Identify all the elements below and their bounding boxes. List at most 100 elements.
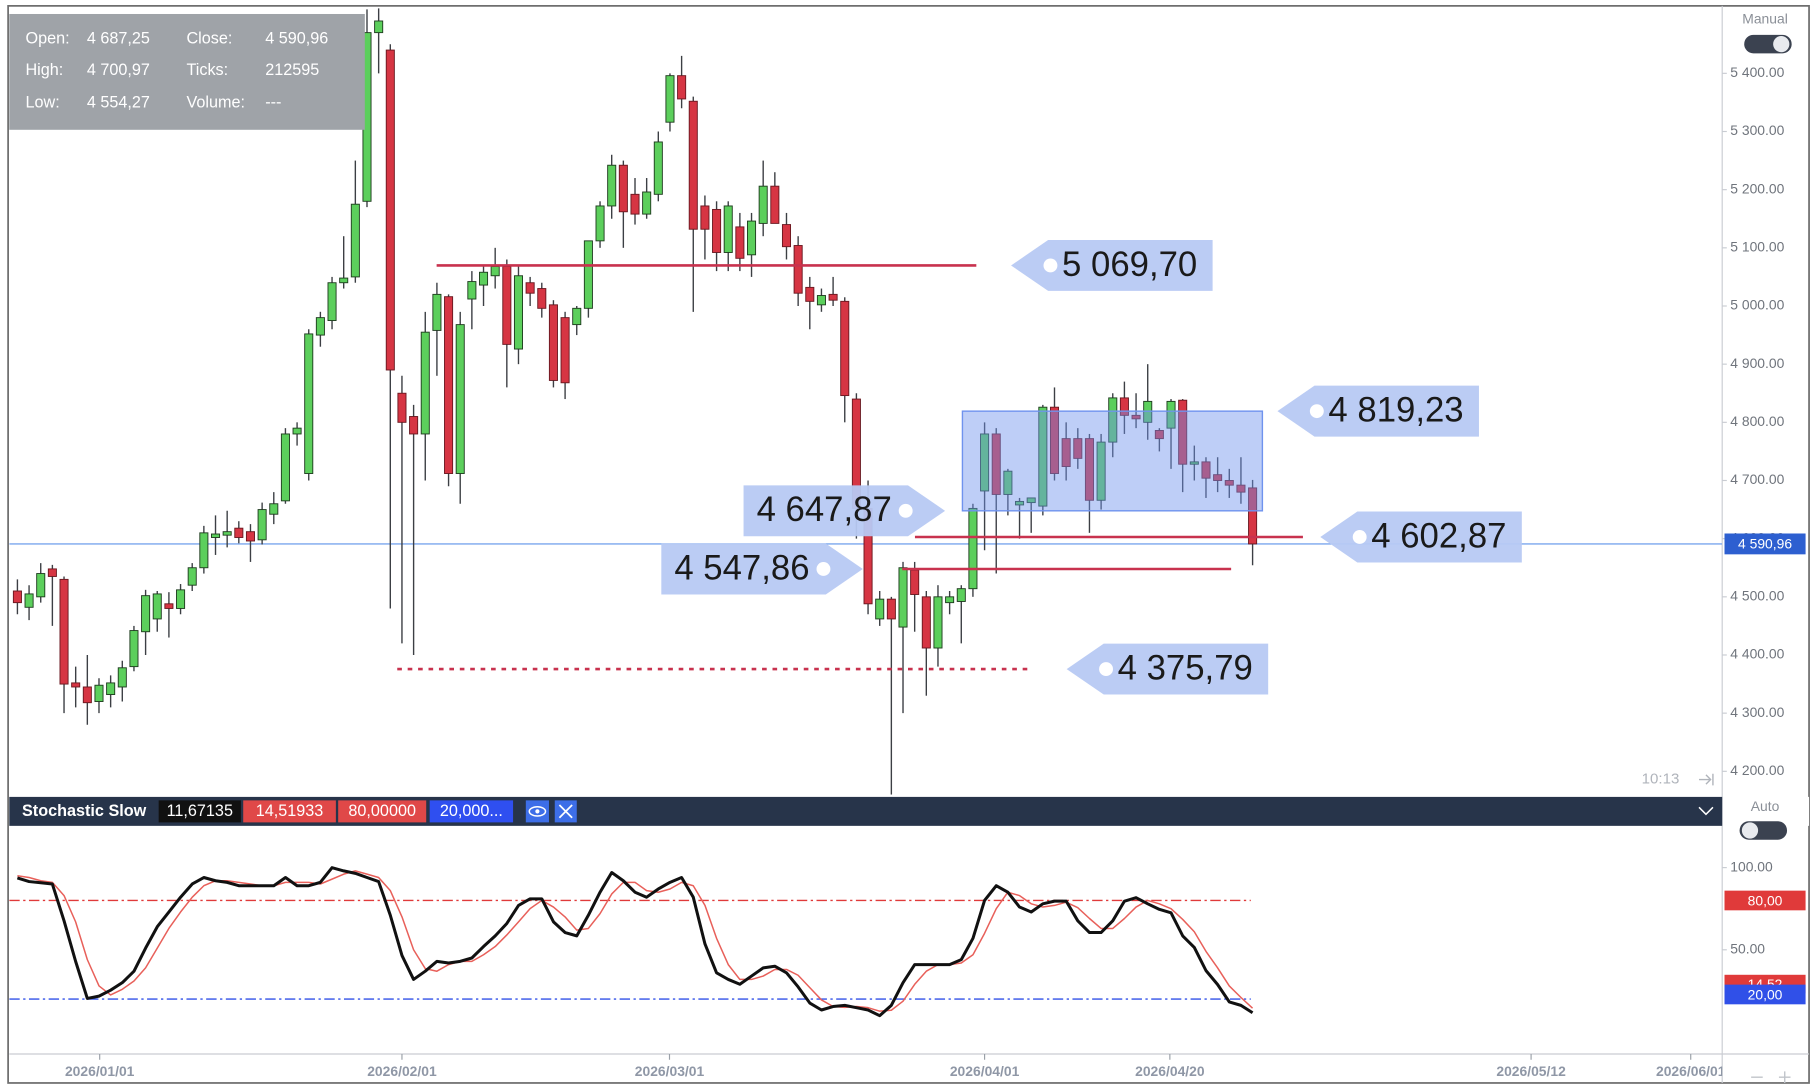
last-price-badge	[1724, 533, 1806, 555]
info-panel-bg	[9, 13, 365, 130]
y-tick-label: 4 700.00	[1730, 471, 1784, 487]
level-badge-label: 80,00	[1748, 892, 1783, 908]
indicator-value-box	[243, 800, 336, 823]
price-tag-label: 4 602,87	[1371, 517, 1506, 555]
candle-body	[327, 282, 337, 322]
candle-body	[1154, 430, 1164, 440]
toggle-knob	[1773, 35, 1790, 53]
candle-body	[572, 307, 582, 326]
price-tag	[1277, 385, 1479, 437]
candle-body	[1213, 474, 1223, 481]
candle-body	[618, 164, 628, 213]
y-tick-label: 4 500.00	[1730, 587, 1784, 603]
candle-body	[479, 271, 489, 286]
candle-body	[106, 682, 116, 696]
indicator-axis-head	[1723, 796, 1810, 826]
candle-body	[1201, 461, 1211, 479]
candle-body	[432, 293, 442, 331]
candle-body	[560, 317, 570, 384]
candle-body	[280, 433, 290, 502]
candle-body	[712, 208, 722, 253]
info-label: Volume:	[186, 93, 245, 111]
tag-handle	[1352, 530, 1367, 544]
candle-body	[770, 185, 780, 224]
candle-body	[1248, 487, 1258, 545]
tag-handle	[1309, 404, 1324, 419]
time-label: 10:13	[1642, 770, 1680, 787]
level-badge-label: 20,00	[1748, 986, 1783, 1002]
info-label: Low:	[25, 93, 59, 111]
candle-body	[816, 295, 826, 306]
y-tick-label: 5 300.00	[1730, 122, 1784, 138]
candle-body	[502, 265, 512, 345]
candle-body	[793, 245, 803, 294]
candle-body	[630, 193, 640, 215]
tag-handle	[1043, 258, 1058, 273]
candle-body	[210, 533, 221, 538]
candle-body	[525, 282, 535, 294]
indicator-title: Stochastic Slow	[22, 802, 147, 820]
y-tick-label: 4 900.00	[1730, 355, 1784, 371]
tag-handle	[1099, 662, 1113, 677]
candle-body	[59, 578, 69, 685]
info-value: 4 700,97	[87, 61, 150, 79]
candle-body	[1026, 497, 1036, 504]
candle-body	[385, 49, 395, 371]
price-tag-label: 4 547,86	[674, 549, 809, 587]
candle-body	[12, 590, 22, 604]
candle-body	[490, 265, 500, 277]
candle-body	[980, 433, 990, 492]
candle-body	[1073, 438, 1083, 459]
frame	[7, 5, 1810, 1084]
candle-body	[350, 203, 360, 278]
x-tick-label: 2026/04/01	[950, 1063, 1020, 1079]
collapse-icon[interactable]	[1698, 806, 1714, 816]
indicator-value-box	[158, 800, 241, 823]
y-tick-label: 5 400.00	[1730, 64, 1784, 80]
indicator-pane	[9, 866, 1254, 1018]
candle-body	[735, 226, 745, 259]
candle-body	[642, 191, 652, 215]
candle-body	[886, 598, 896, 620]
candle-body	[24, 593, 34, 608]
candle-body	[292, 427, 302, 435]
candle-body	[747, 220, 757, 256]
candle-body	[47, 568, 57, 577]
x-tick-label: 2026/02/01	[367, 1063, 437, 1079]
candle-body	[409, 416, 419, 435]
candle-body	[1189, 461, 1199, 465]
candle-body	[758, 185, 768, 224]
candle-body	[1143, 400, 1153, 423]
candle-body	[548, 304, 558, 381]
oscillator-line	[16, 866, 1254, 1018]
candle-body	[176, 589, 186, 609]
candle-body	[537, 288, 547, 309]
scroll-icon[interactable]	[1699, 773, 1714, 786]
candle-body	[723, 205, 733, 253]
candle-body	[945, 596, 955, 604]
candle-body	[71, 682, 81, 688]
price-pane: 5 069,70 4 602,87 4 547,86 4 375,79 4 819,23…	[9, 8, 1723, 795]
candle-body	[700, 205, 710, 230]
candle-body	[1015, 500, 1025, 506]
candle-body	[222, 531, 232, 536]
y-tick-label: 100.00	[1730, 858, 1773, 874]
price-tag-label: 4 819,23	[1328, 391, 1463, 429]
candle-body	[898, 567, 908, 628]
candle-body	[82, 686, 92, 704]
info-value: 212595	[265, 61, 319, 79]
candle-body	[653, 141, 663, 195]
x-tick-label: 2026/01/01	[65, 1063, 135, 1079]
price-axis: 4 200.004 300.004 400.004 500.004 600.00…	[1642, 10, 1806, 787]
candle-body	[840, 300, 850, 397]
y-tick-label: 4 300.00	[1730, 704, 1784, 720]
zoom-icons[interactable]	[1751, 1071, 1791, 1083]
candle-body	[1084, 438, 1094, 501]
price-tag	[1320, 511, 1522, 563]
candle-body	[1178, 399, 1188, 465]
candle-body	[94, 684, 104, 702]
candle-body	[583, 240, 593, 309]
indicator-value: 14,51933	[256, 802, 324, 820]
